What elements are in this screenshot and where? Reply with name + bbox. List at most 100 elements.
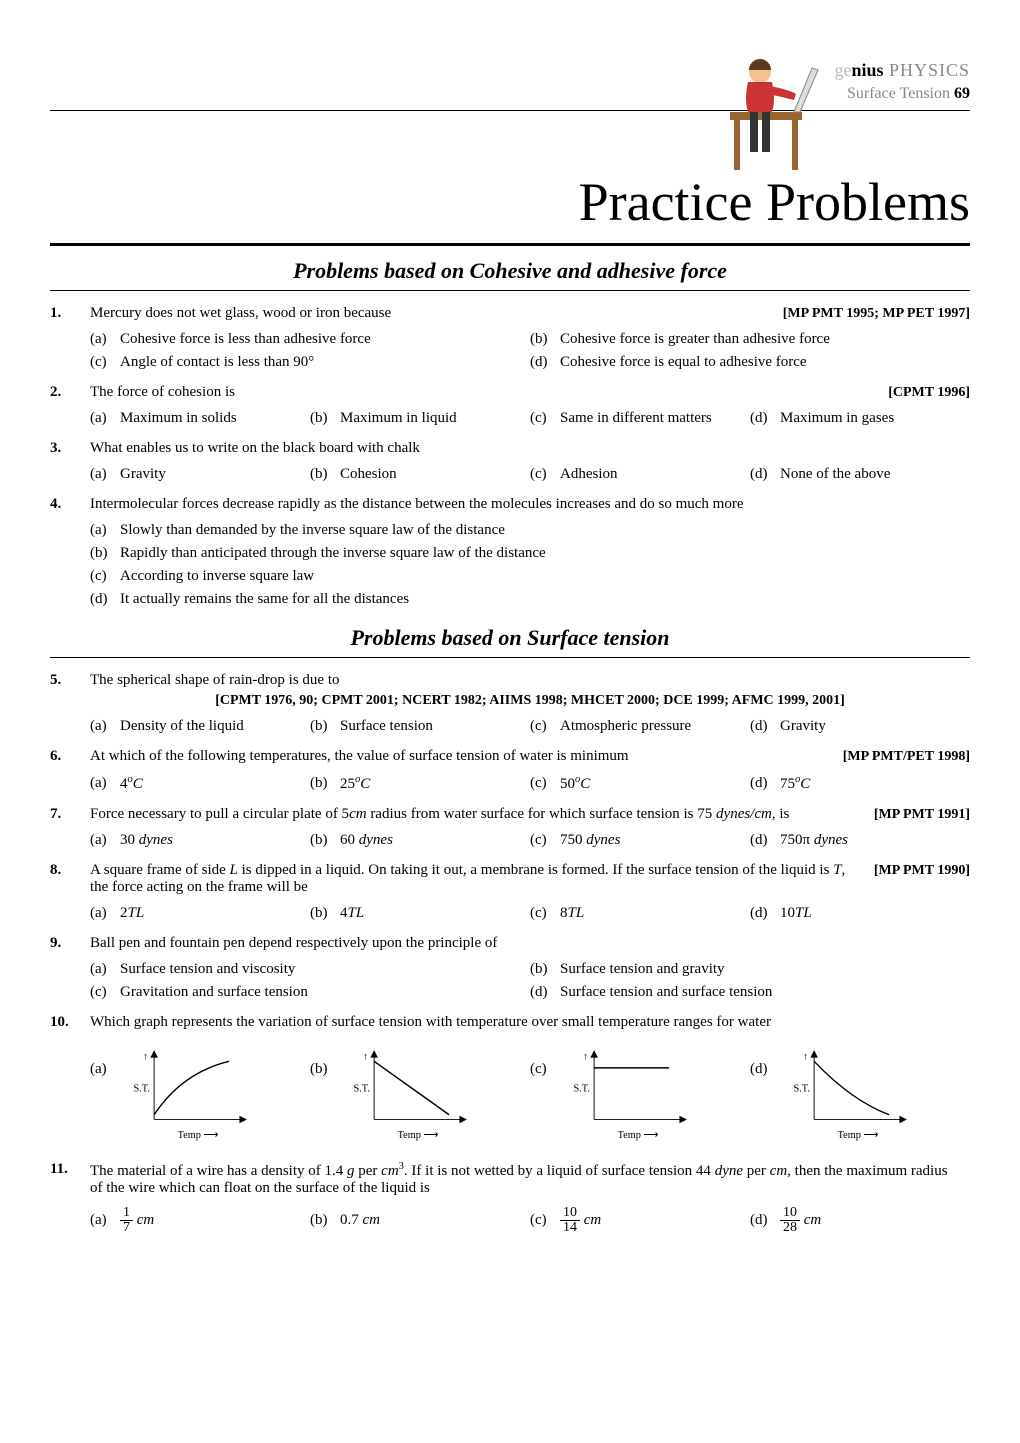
graph-option: (a)S.T.Temp ⟶↑ xyxy=(90,1041,310,1151)
option: (a)Surface tension and viscosity xyxy=(90,958,530,981)
option: (b)60 dynes xyxy=(310,829,530,852)
question-source: [MP PMT 1995; MP PET 1997] xyxy=(783,306,970,322)
problem: 7.Force necessary to pull a circular pla… xyxy=(50,806,970,852)
svg-text:↑: ↑ xyxy=(583,1051,588,1062)
svg-text:↑: ↑ xyxy=(363,1051,368,1062)
option: (c)Angle of contact is less than 90° xyxy=(90,351,530,374)
option-text: Maximum in gases xyxy=(780,410,894,427)
question-text: Intermolecular forces decrease rapidly a… xyxy=(90,496,970,513)
svg-text:Temp ⟶: Temp ⟶ xyxy=(618,1130,659,1141)
option-label: (c) xyxy=(90,568,120,585)
section-2-title: Problems based on Surface tension xyxy=(50,625,970,651)
question-source: [CPMT 1976, 90; CPMT 2001; NCERT 1982; A… xyxy=(90,693,970,709)
graph-option: (b)S.T.Temp ⟶↑ xyxy=(310,1041,530,1151)
option-text: 750π dynes xyxy=(780,832,848,849)
option: (a)Density of the liquid xyxy=(90,715,310,738)
problem: 3.What enables us to write on the black … xyxy=(50,440,970,486)
option-text: Maximum in solids xyxy=(120,410,237,427)
svg-text:S.T.: S.T. xyxy=(574,1083,590,1094)
brand-physics: PHYSICS xyxy=(883,60,970,80)
option-text: Cohesive force is less than adhesive for… xyxy=(120,331,371,348)
option-label: (c) xyxy=(530,775,560,792)
option: (d)1028 cm xyxy=(750,1203,970,1238)
option-label: (c) xyxy=(530,1212,560,1229)
option: (d)750π dynes xyxy=(750,829,970,852)
option: (c)50oC xyxy=(530,771,750,796)
section-2-problems: 5.The spherical shape of rain-drop is du… xyxy=(50,672,970,1238)
option-text: 4oC xyxy=(120,774,143,793)
option: (c)Gravitation and surface tension xyxy=(90,981,530,1004)
option-label: (c) xyxy=(90,354,120,371)
problem: 9.Ball pen and fountain pen depend respe… xyxy=(50,935,970,1004)
option-label: (d) xyxy=(90,591,120,608)
option-text: Atmospheric pressure xyxy=(560,718,691,735)
section-2-rule xyxy=(50,657,970,658)
problem: 6.At which of the following temperatures… xyxy=(50,748,970,796)
question-text: Force necessary to pull a circular plate… xyxy=(90,806,874,823)
student-desk-icon xyxy=(700,50,820,180)
option-label: (d) xyxy=(750,832,780,849)
brand-nius: nius xyxy=(851,60,883,80)
option: (d)75oC xyxy=(750,771,970,796)
option-label: (a) xyxy=(90,466,120,483)
option-text: It actually remains the same for all the… xyxy=(120,591,409,608)
option-text: Gravity xyxy=(780,718,826,735)
option: (c)750 dynes xyxy=(530,829,750,852)
option-label: (c) xyxy=(530,905,560,922)
page-number: 69 xyxy=(954,85,970,102)
option: (a)Slowly than demanded by the inverse s… xyxy=(90,519,970,542)
option: (a)2TL xyxy=(90,902,310,925)
option: (d)Maximum in gases xyxy=(750,407,970,430)
subtitle-text: Surface Tension xyxy=(847,85,954,102)
option-text: According to inverse square law xyxy=(120,568,314,585)
option-text: 30 dynes xyxy=(120,832,173,849)
option-text: 1028 cm xyxy=(780,1206,821,1235)
option-label: (a) xyxy=(90,522,120,539)
option-text: 50oC xyxy=(560,774,590,793)
option-label: (b) xyxy=(310,1212,340,1229)
graph-option: (d)S.T.Temp ⟶↑ xyxy=(750,1041,970,1151)
option-label: (d) xyxy=(530,984,560,1001)
option: (b)Surface tension and gravity xyxy=(530,958,970,981)
option: (d)Surface tension and surface tension xyxy=(530,981,970,1004)
option-label: (a) xyxy=(90,331,120,348)
graph-options: (a)S.T.Temp ⟶↑(b)S.T.Temp ⟶↑(c)S.T.Temp … xyxy=(90,1041,970,1151)
option-label: (c) xyxy=(90,984,120,1001)
option-text: Surface tension and gravity xyxy=(560,961,725,978)
brand-ge: ge xyxy=(834,60,851,80)
option-text: Cohesion xyxy=(340,466,397,483)
option-text: 4TL xyxy=(340,905,364,922)
option-text: Rapidly than anticipated through the inv… xyxy=(120,545,546,562)
option-label: (d) xyxy=(750,466,780,483)
option-label: (b) xyxy=(310,775,340,792)
option-text: Density of the liquid xyxy=(120,718,244,735)
header-rule xyxy=(50,110,970,111)
option-text: Cohesive force is greater than adhesive … xyxy=(560,331,830,348)
option-label: (a) xyxy=(90,1061,120,1078)
option-text: Same in different matters xyxy=(560,410,712,427)
header-subtitle: Surface Tension 69 xyxy=(834,85,970,103)
option: (b)Cohesion xyxy=(310,463,530,486)
option: (c)Same in different matters xyxy=(530,407,750,430)
question-source: [CPMT 1996] xyxy=(888,385,970,401)
option: (a)30 dynes xyxy=(90,829,310,852)
option: (b)Surface tension xyxy=(310,715,530,738)
option: (b)Rapidly than anticipated through the … xyxy=(90,542,970,565)
option: (a)4oC xyxy=(90,771,310,796)
question-source: [MP PMT 1991] xyxy=(874,807,970,823)
problem: 1.Mercury does not wet glass, wood or ir… xyxy=(50,305,970,374)
option-text: Maximum in liquid xyxy=(340,410,457,427)
option: (a)Cohesive force is less than adhesive … xyxy=(90,328,530,351)
option: (a)Gravity xyxy=(90,463,310,486)
option: (d)It actually remains the same for all … xyxy=(90,588,970,611)
option-label: (a) xyxy=(90,905,120,922)
option-label: (a) xyxy=(90,410,120,427)
problem: 2.The force of cohesion is[CPMT 1996](a)… xyxy=(50,384,970,430)
option-text: 25oC xyxy=(340,774,370,793)
options: (a)4oC(b)25oC(c)50oC(d)75oC xyxy=(90,771,970,796)
problem-number: 6. xyxy=(50,748,90,796)
option-label: (b) xyxy=(310,410,340,427)
option-text: 10TL xyxy=(780,905,812,922)
option: (b)Cohesive force is greater than adhesi… xyxy=(530,328,970,351)
problem: 10.Which graph represents the variation … xyxy=(50,1014,970,1151)
